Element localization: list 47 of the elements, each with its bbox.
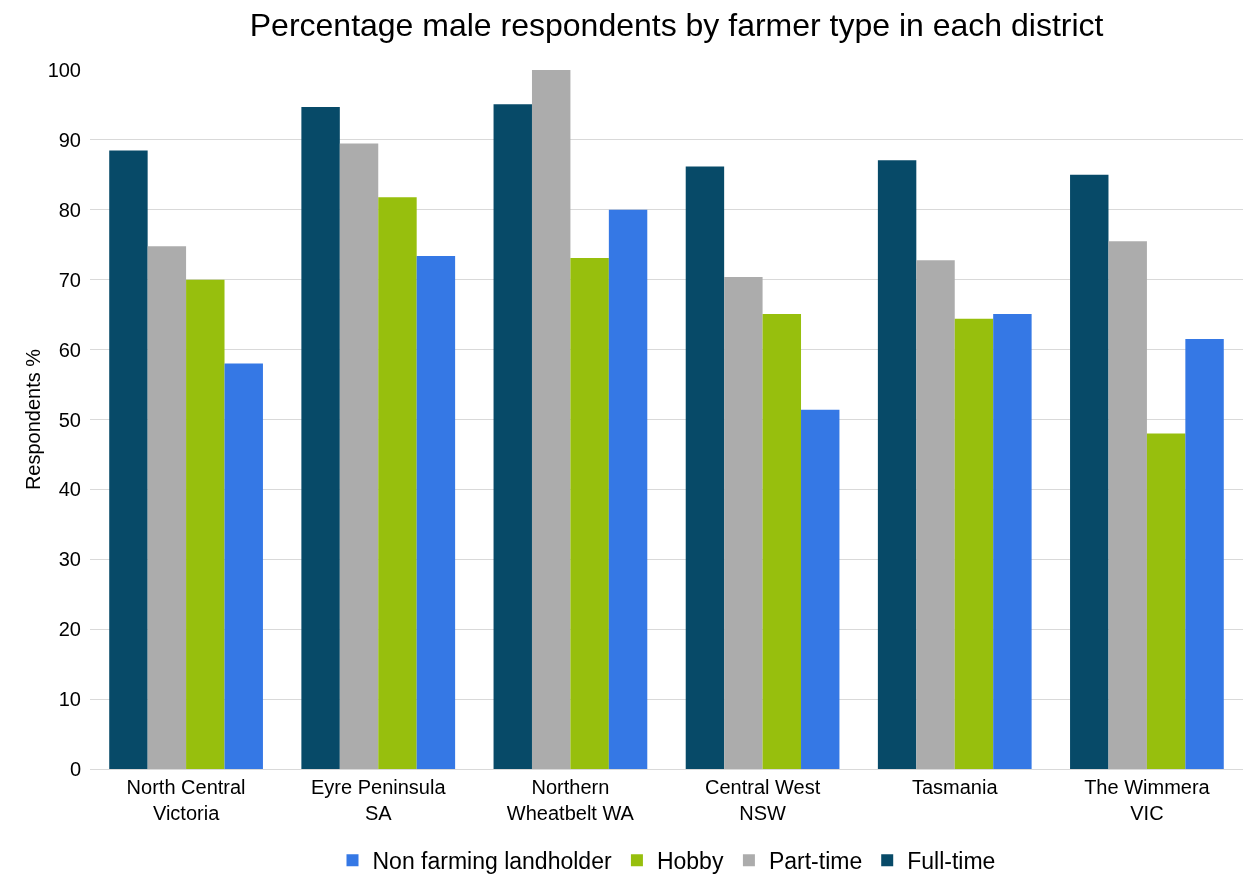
bar [531, 70, 571, 769]
y-tick-label: 50 [58, 408, 81, 431]
y-tick-label: 10 [58, 688, 81, 711]
y-tick-label: 60 [58, 338, 81, 361]
bar [186, 279, 225, 769]
bar [147, 246, 187, 769]
bar [224, 363, 263, 769]
x-tick-label: Tasmania [911, 776, 999, 798]
bar [993, 313, 1032, 769]
bar [416, 255, 456, 769]
legend-label: Hobby [656, 848, 724, 875]
y-tick-label: 70 [58, 268, 81, 291]
x-tick-label: Northern Wheatbelt WA [506, 776, 635, 824]
bar [954, 318, 994, 769]
bar [570, 258, 609, 769]
bar [378, 197, 417, 769]
y-tick-label: 20 [58, 618, 81, 641]
bar [493, 104, 532, 769]
y-tick-label: 40 [58, 478, 81, 501]
x-tick-label: The Wimmera VIC [1084, 776, 1211, 824]
x-tick-label: Eyre Peninsula SA [310, 776, 447, 824]
bar [301, 107, 340, 769]
bar [1070, 174, 1109, 769]
y-axis-title: Respondents % [22, 348, 44, 491]
chart-title: Percentage male respondents by farmer type in each district [249, 6, 1104, 43]
bar [339, 143, 379, 769]
bar [608, 209, 648, 769]
legend-label: Part-time [768, 848, 863, 875]
y-tick-label: 90 [58, 128, 81, 151]
legend-label: Non farming landholder [372, 848, 612, 875]
bar [916, 260, 955, 769]
y-tick-label: 80 [58, 198, 81, 221]
bar [877, 160, 917, 769]
legend-label: Full-time [907, 848, 996, 875]
bar [1185, 339, 1224, 769]
y-tick-label: 0 [69, 758, 81, 780]
bar [685, 166, 725, 769]
x-tick-label: North Central Victoria [126, 776, 246, 824]
bar [801, 409, 840, 769]
y-tick-label: 100 [47, 59, 81, 81]
bar [1146, 433, 1186, 769]
bar [109, 150, 148, 769]
bar [724, 276, 763, 769]
x-tick-label: Central West NSW [704, 776, 821, 824]
y-tick-label: 30 [58, 548, 81, 571]
bar [1108, 241, 1147, 769]
bar [762, 313, 802, 769]
